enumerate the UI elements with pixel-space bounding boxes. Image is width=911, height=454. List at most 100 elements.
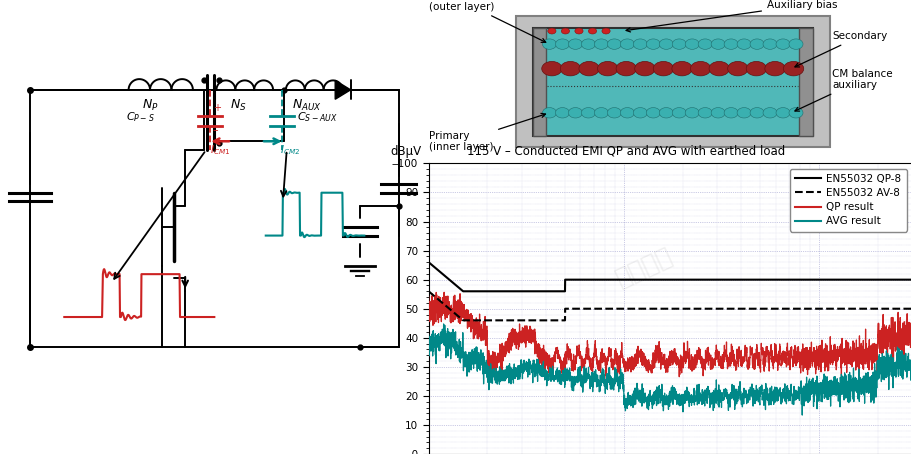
- Ellipse shape: [568, 108, 582, 118]
- Ellipse shape: [690, 61, 710, 76]
- EN55032 AV-8: [906, 306, 911, 311]
- Text: $C_{P-S}$: $C_{P-S}$: [126, 110, 154, 123]
- Bar: [532, 28, 812, 136]
- Ellipse shape: [723, 39, 737, 49]
- Ellipse shape: [763, 108, 776, 118]
- Ellipse shape: [555, 108, 568, 118]
- QP result: [438, 290, 449, 295]
- Ellipse shape: [559, 61, 580, 76]
- Ellipse shape: [749, 39, 763, 49]
- QP result: [896, 330, 907, 335]
- EN55032 QP-8: [906, 277, 911, 282]
- EN55032 AV-8: [423, 289, 434, 294]
- Text: 115 V – Conducted EMI QP and AVG with earthed load: 115 V – Conducted EMI QP and AVG with ea…: [466, 145, 784, 158]
- AVG result: [796, 412, 807, 418]
- Ellipse shape: [580, 39, 595, 49]
- EN55032 QP-8: [423, 260, 434, 265]
- Ellipse shape: [580, 108, 595, 118]
- QP result: [609, 357, 619, 363]
- Text: $I_{CM2}$: $I_{CM2}$: [280, 143, 301, 157]
- EN55032 QP-8: [896, 277, 907, 282]
- Text: dBμV: dBμV: [390, 145, 421, 158]
- QP result: [630, 355, 640, 360]
- AVG result: [608, 383, 619, 389]
- Ellipse shape: [607, 108, 620, 118]
- QP result: [906, 330, 911, 335]
- QP result: [600, 377, 611, 382]
- Ellipse shape: [671, 39, 685, 49]
- Ellipse shape: [548, 28, 556, 34]
- Ellipse shape: [597, 61, 617, 76]
- EN55032 AV-8: [608, 306, 619, 311]
- Ellipse shape: [634, 61, 654, 76]
- Text: Primary
(inner layer): Primary (inner layer): [428, 114, 545, 153]
- Ellipse shape: [775, 39, 789, 49]
- EN55032 QP-8: [457, 289, 468, 294]
- Text: CM balance
auxiliary: CM balance auxiliary: [794, 69, 892, 111]
- Ellipse shape: [671, 61, 691, 76]
- AVG result: [844, 373, 855, 378]
- Text: 电子技术: 电子技术: [611, 243, 676, 291]
- Ellipse shape: [542, 108, 556, 118]
- EN55032 AV-8: [844, 306, 855, 311]
- EN55032 AV-8: [478, 318, 489, 323]
- Ellipse shape: [775, 108, 789, 118]
- EN55032 QP-8: [629, 277, 640, 282]
- Text: Secondary: Secondary: [794, 31, 886, 67]
- Line: AVG result: AVG result: [428, 324, 911, 415]
- Ellipse shape: [619, 108, 634, 118]
- Ellipse shape: [542, 39, 556, 49]
- Ellipse shape: [711, 39, 724, 49]
- Polygon shape: [335, 80, 350, 99]
- EN55032 AV-8: [629, 306, 640, 311]
- Ellipse shape: [684, 108, 699, 118]
- Ellipse shape: [788, 108, 802, 118]
- QP result: [844, 362, 855, 367]
- Ellipse shape: [632, 39, 647, 49]
- Line: EN55032 AV-8: EN55032 AV-8: [428, 291, 911, 321]
- Line: QP result: QP result: [428, 292, 911, 380]
- AVG result: [423, 332, 434, 337]
- Ellipse shape: [594, 39, 608, 49]
- Ellipse shape: [698, 108, 711, 118]
- Ellipse shape: [684, 39, 699, 49]
- Ellipse shape: [723, 108, 737, 118]
- Ellipse shape: [698, 39, 711, 49]
- Ellipse shape: [652, 61, 673, 76]
- Ellipse shape: [594, 108, 608, 118]
- Text: Primary
(outer layer): Primary (outer layer): [428, 0, 545, 42]
- EN55032 AV-8: [896, 306, 907, 311]
- Ellipse shape: [616, 61, 636, 76]
- Text: –: –: [212, 125, 218, 135]
- AVG result: [906, 348, 911, 354]
- Ellipse shape: [749, 108, 763, 118]
- Ellipse shape: [588, 28, 596, 34]
- Ellipse shape: [763, 39, 776, 49]
- Ellipse shape: [783, 61, 803, 76]
- Ellipse shape: [764, 61, 784, 76]
- Ellipse shape: [646, 108, 660, 118]
- Ellipse shape: [568, 39, 582, 49]
- Ellipse shape: [711, 108, 724, 118]
- Text: $N_P$: $N_P$: [141, 98, 159, 113]
- Ellipse shape: [659, 39, 672, 49]
- AVG result: [629, 385, 640, 391]
- Ellipse shape: [574, 28, 582, 34]
- Text: $N_{AUX}$: $N_{AUX}$: [292, 98, 322, 113]
- QP result: [507, 326, 517, 331]
- Ellipse shape: [659, 108, 672, 118]
- Text: +: +: [212, 103, 220, 113]
- Ellipse shape: [555, 39, 568, 49]
- Ellipse shape: [560, 28, 568, 34]
- EN55032 QP-8: [608, 277, 619, 282]
- Ellipse shape: [607, 39, 620, 49]
- EN55032 QP-8: [844, 277, 855, 282]
- Ellipse shape: [619, 39, 634, 49]
- Bar: [515, 16, 829, 147]
- Ellipse shape: [541, 61, 561, 76]
- Text: $N_S$: $N_S$: [230, 98, 246, 113]
- Ellipse shape: [736, 108, 751, 118]
- Ellipse shape: [578, 61, 599, 76]
- Ellipse shape: [671, 108, 685, 118]
- Ellipse shape: [745, 61, 766, 76]
